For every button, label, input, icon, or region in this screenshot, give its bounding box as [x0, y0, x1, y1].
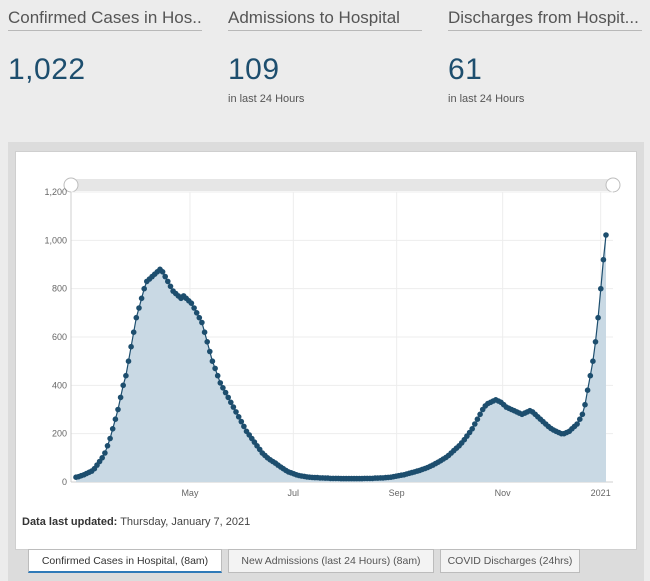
data-point [228, 399, 234, 406]
divider [448, 30, 642, 31]
x-tick-label: Jul [288, 488, 300, 498]
kpi-value: 1,022 [8, 53, 86, 86]
data-point [235, 414, 242, 420]
data-point [159, 269, 166, 275]
tab-covid-discharges[interactable]: COVID Discharges (24hrs) [440, 549, 580, 573]
divider [8, 30, 202, 31]
data-point [104, 443, 111, 449]
hospital-cases-chart[interactable]: 0 200 400 600 800 1,000 1,200 May Jul Sep Nov 2021 [16, 152, 636, 549]
data-point [120, 382, 126, 389]
data-point [600, 256, 607, 263]
data-updated-date: Thursday, January 7, 2021 [117, 516, 251, 528]
tab-confirmed-cases[interactable]: Confirmed Cases in Hospital, (8am) [28, 549, 222, 573]
data-point [598, 285, 604, 292]
data-point [138, 295, 145, 302]
data-point [577, 416, 583, 423]
data-point [117, 394, 124, 401]
data-point [474, 416, 481, 423]
x-tick-label: Sep [389, 488, 405, 498]
data-point [201, 329, 208, 335]
kpi-title: Discharges from Hospit... [448, 8, 639, 26]
data-point [590, 358, 596, 364]
data-point [225, 394, 231, 401]
divider [228, 30, 422, 31]
data-point [477, 411, 483, 418]
data-point [167, 283, 174, 290]
data-point [209, 358, 216, 364]
data-point [204, 339, 210, 345]
y-tick-label: 1,200 [44, 187, 67, 197]
area-fill [76, 235, 606, 482]
data-point [107, 435, 113, 442]
data-point [133, 314, 140, 321]
kpi-value: 61 [448, 53, 483, 86]
data-point [217, 380, 224, 386]
data-point [220, 385, 226, 391]
data-point [141, 285, 147, 292]
kpi-title: Admissions to Hospital [228, 8, 400, 26]
kpi-title: Confirmed Cases in Hos... [8, 8, 202, 26]
data-point [587, 372, 594, 379]
data-point [199, 319, 205, 326]
kpi-admissions[interactable]: Admissions to Hospital 109 in last 24 Ho… [228, 0, 422, 105]
x-tick-label: May [181, 488, 199, 498]
data-point [472, 421, 478, 427]
data-point [230, 404, 237, 410]
y-tick-label: 400 [52, 380, 67, 390]
data-point [188, 300, 195, 306]
y-tick-label: 800 [52, 284, 67, 294]
data-point [582, 401, 588, 408]
data-point [125, 358, 132, 364]
x-tick-label: Nov [495, 488, 512, 498]
data-point [191, 305, 197, 311]
data-point [214, 372, 221, 379]
data-point [99, 455, 105, 461]
data-point [584, 387, 591, 393]
data-point [603, 232, 609, 238]
data-point [115, 406, 121, 413]
data-point [130, 329, 137, 335]
data-point [128, 343, 134, 350]
data-updated-label: Data last updated: [22, 516, 118, 528]
data-point [574, 421, 580, 427]
data-updated-text: Data last updated: Thursday, January 7, … [22, 516, 250, 528]
range-handle-right[interactable] [605, 177, 621, 193]
data-point [595, 314, 601, 321]
range-scrollbar [71, 179, 613, 191]
data-point [102, 450, 108, 456]
data-point [233, 409, 239, 415]
data-point [136, 305, 142, 311]
data-point [222, 389, 229, 396]
y-tick-label: 600 [52, 332, 67, 342]
data-point [162, 273, 168, 280]
data-point [241, 423, 247, 430]
x-tick-label: 2021 [591, 488, 611, 498]
data-point [469, 426, 476, 432]
data-point [165, 278, 171, 285]
data-point [592, 339, 599, 345]
kpi-discharges[interactable]: Discharges from Hospit... 61 in last 24 … [448, 0, 642, 105]
data-point [196, 314, 203, 321]
data-point [112, 416, 119, 423]
data-point [193, 310, 200, 316]
data-point [212, 365, 218, 372]
y-tick-label: 0 [62, 477, 67, 487]
data-point [207, 348, 213, 355]
tab-new-admissions[interactable]: New Admissions (last 24 Hours) (8am) [228, 549, 434, 573]
kpi-subtitle: in last 24 Hours [448, 93, 525, 105]
data-point [109, 426, 116, 432]
y-tick-label: 200 [52, 429, 67, 439]
kpi-subtitle: in last 24 Hours [228, 93, 305, 105]
data-point [123, 372, 129, 379]
y-tick-label: 1,000 [44, 235, 67, 245]
kpi-value: 109 [228, 53, 280, 86]
kpi-confirmed-cases[interactable]: Confirmed Cases in Hos... 1,022 [8, 0, 202, 93]
data-point [238, 418, 245, 425]
data-point [579, 411, 586, 418]
chart-container[interactable]: 0 200 400 600 800 1,000 1,200 May Jul Sep Nov 2021 [15, 151, 637, 550]
